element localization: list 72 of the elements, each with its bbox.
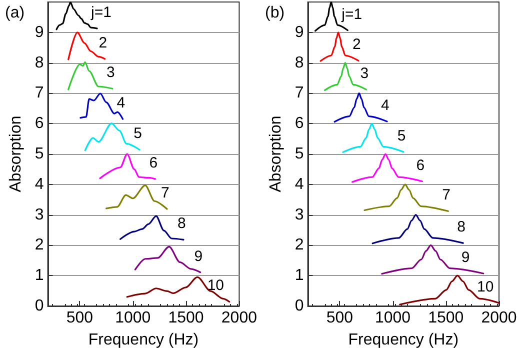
line-series bbox=[381, 244, 484, 275]
line-series bbox=[399, 274, 500, 306]
y-tick-label: 9 bbox=[294, 24, 304, 41]
y-tick-label: 6 bbox=[294, 115, 304, 132]
series-label: j=1 bbox=[340, 6, 362, 23]
series-label: j=1 bbox=[90, 4, 112, 21]
series-label: 4 bbox=[116, 94, 126, 112]
line-series bbox=[99, 153, 156, 180]
line-series bbox=[68, 61, 114, 90]
y-tick-label: 5 bbox=[34, 146, 44, 162]
y-tick-label: 5 bbox=[294, 146, 304, 162]
line-series bbox=[342, 122, 404, 153]
y-tick-label: 7 bbox=[34, 84, 44, 102]
line-series bbox=[126, 276, 230, 303]
x-tick-label: 1000 bbox=[115, 310, 151, 326]
line-series bbox=[84, 122, 140, 152]
y-axis-title: Absorption bbox=[268, 116, 284, 192]
y-tick-label: 8 bbox=[294, 54, 304, 72]
line-series bbox=[134, 246, 202, 274]
y-tick-label: 9 bbox=[34, 24, 44, 41]
x-tick-label: 2000 bbox=[481, 310, 517, 326]
series-label: 2 bbox=[352, 36, 361, 54]
series-label: 2 bbox=[98, 34, 108, 52]
x-axis-title: Frequency (Hz) bbox=[88, 332, 199, 348]
x-tick-label: 500 bbox=[326, 310, 354, 326]
line-series bbox=[352, 153, 423, 183]
y-tick-label: 1 bbox=[34, 267, 44, 284]
series-label: 10 bbox=[207, 277, 224, 294]
y-tick-label: 1 bbox=[294, 267, 304, 284]
series-label: 9 bbox=[461, 248, 470, 266]
y-tick-label: 3 bbox=[34, 206, 44, 224]
line-series bbox=[324, 62, 368, 91]
x-tick-label: 2000 bbox=[221, 310, 258, 326]
line-series bbox=[80, 92, 124, 120]
series-label: 10 bbox=[477, 278, 494, 296]
y-tick-label: 8 bbox=[34, 54, 44, 72]
line-series bbox=[320, 32, 360, 62]
line-series bbox=[334, 92, 388, 123]
line-series bbox=[372, 214, 464, 244]
y-tick-label: 4 bbox=[294, 176, 304, 193]
y-tick-label: 4 bbox=[34, 176, 44, 193]
series-label: 4 bbox=[381, 96, 390, 114]
x-tick-label: 1500 bbox=[428, 310, 464, 326]
series-label: 6 bbox=[416, 156, 425, 174]
series-label: 7 bbox=[442, 186, 450, 204]
x-tick-label: 500 bbox=[66, 310, 94, 326]
x-tick-label: 1000 bbox=[374, 310, 411, 326]
series-label: 6 bbox=[149, 154, 158, 172]
y-tick-label: 7 bbox=[294, 84, 304, 102]
series-label: 5 bbox=[397, 127, 406, 144]
y-axis-title: Absorption bbox=[8, 116, 24, 192]
series-label: 9 bbox=[194, 248, 203, 265]
y-tick-label: 0 bbox=[294, 298, 304, 314]
y-tick-label: 0 bbox=[34, 298, 44, 314]
series-label: 3 bbox=[106, 64, 115, 82]
y-tick-label: 6 bbox=[34, 115, 44, 132]
series-label: 8 bbox=[177, 215, 186, 232]
y-tick-label: 3 bbox=[294, 206, 304, 224]
series-label: 8 bbox=[457, 218, 466, 236]
series-label: 5 bbox=[134, 125, 142, 142]
chart-title: (a) bbox=[5, 4, 25, 22]
line-series bbox=[68, 32, 106, 60]
line-series bbox=[364, 184, 449, 212]
series-label: 7 bbox=[161, 184, 170, 202]
y-tick-label: 2 bbox=[34, 236, 44, 254]
line-series bbox=[120, 215, 184, 241]
series-label: 3 bbox=[360, 65, 369, 82]
chart-title: (b) bbox=[265, 4, 285, 22]
line-series bbox=[105, 184, 168, 210]
x-axis-title: Frequency (Hz) bbox=[348, 332, 459, 348]
y-tick-label: 2 bbox=[294, 236, 304, 254]
x-tick-label: 1500 bbox=[168, 310, 204, 326]
